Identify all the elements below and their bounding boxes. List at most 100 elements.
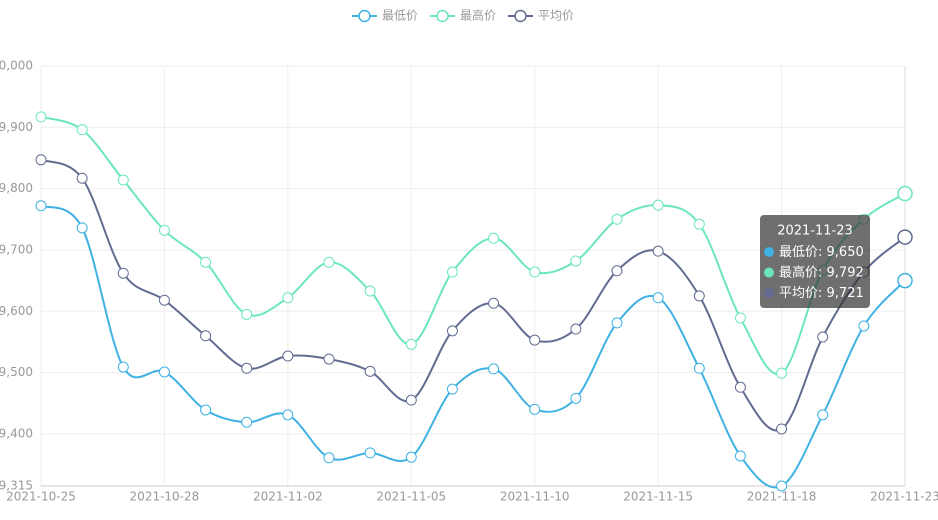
y-tick-label: 9,800 [0, 181, 33, 195]
tooltip-text: 最高价 [779, 264, 818, 280]
y-tick-label: 9,315 [0, 479, 33, 493]
data-point [611, 317, 623, 329]
y-tick-label: 9,400 [0, 426, 33, 440]
data-point [570, 323, 582, 335]
series-line [40, 158, 906, 432]
tooltip: 2021-11-23 最低价: 9,650 最高价: 9,792 平均价: 9,721 [760, 215, 870, 308]
data-point [611, 265, 623, 277]
data-point [611, 213, 623, 225]
tooltip-row: 平均价: 9,721 [779, 286, 864, 301]
data-point [446, 266, 458, 278]
tooltip-dot [764, 267, 774, 278]
data-point [117, 267, 129, 279]
legend-label: 最高价 [460, 8, 496, 23]
data-point [570, 392, 582, 404]
data-point [158, 224, 170, 236]
y-tick-label: 9,900 [0, 120, 33, 134]
tooltip-text: 平均价 [779, 286, 818, 301]
data-point [652, 199, 664, 211]
data-point [488, 232, 500, 244]
tooltip-box [760, 215, 870, 308]
legend-label: 最低价 [382, 9, 418, 23]
data-point [35, 111, 47, 123]
data-point [117, 174, 129, 186]
y-tick-label: 10,000 [0, 59, 33, 73]
data-point [817, 331, 829, 343]
x-tick-label: 2021-10-25 [6, 490, 76, 504]
data-point [776, 367, 788, 379]
data-point [693, 362, 705, 374]
data-point [200, 330, 212, 342]
data-point [405, 394, 417, 406]
data-point [364, 447, 376, 459]
data-point [364, 285, 376, 297]
tooltip-text: : [818, 265, 827, 280]
data-point [488, 363, 500, 375]
data-point [652, 245, 664, 257]
data-point [734, 450, 746, 462]
x-tick-label: 2021-11-15 [623, 490, 693, 504]
tooltip-title: 2021-11-23 [777, 224, 853, 239]
data-point [76, 172, 88, 184]
y-tick-label: 9,700 [0, 242, 33, 256]
data-point [693, 290, 705, 302]
data-point [858, 320, 870, 332]
x-tick-label: 2021-11-23 [870, 490, 938, 504]
x-tick-label: 2021-11-10 [500, 490, 570, 504]
legend-icon [514, 9, 527, 23]
tooltip-text: 9,721 [827, 286, 864, 301]
tooltip-text: 最低价 [779, 245, 818, 260]
tooltip-text: : [818, 245, 827, 260]
data-point [897, 229, 913, 245]
legend-icon [358, 9, 371, 23]
data-point [570, 255, 582, 267]
data-point [364, 365, 376, 377]
series-line [40, 115, 906, 376]
tooltip-text: : [818, 286, 827, 301]
data-point [693, 218, 705, 230]
data-point [282, 409, 294, 421]
data-point [241, 308, 253, 320]
data-point [35, 154, 47, 166]
tooltip-row: 最高价: 9,792 [779, 264, 864, 280]
data-point [35, 200, 47, 212]
data-point [323, 353, 335, 365]
data-point [734, 381, 746, 393]
series-line [40, 204, 906, 489]
data-point [323, 256, 335, 268]
data-point [76, 124, 88, 136]
data-point [200, 404, 212, 416]
data-point [776, 480, 788, 492]
x-tick-label: 2021-11-18 [747, 490, 817, 504]
data-point [200, 256, 212, 268]
data-point [323, 452, 335, 464]
data-point [158, 294, 170, 306]
data-point [529, 403, 541, 415]
data-point [817, 409, 829, 421]
tooltip-row: 最低价: 9,650 [779, 245, 864, 260]
data-point [446, 325, 458, 337]
data-point [405, 451, 417, 463]
data-point [405, 338, 417, 350]
data-point [897, 185, 913, 202]
data-point [652, 292, 664, 304]
data-point [76, 222, 88, 234]
data-point [117, 361, 129, 373]
data-point [282, 292, 294, 304]
x-tick-label: 2021-11-02 [253, 490, 323, 504]
data-point [776, 423, 788, 435]
data-point [734, 312, 746, 324]
legend-icon [436, 9, 449, 23]
data-point [158, 366, 170, 378]
data-point [282, 350, 294, 362]
tooltip-text: 9,792 [827, 265, 864, 280]
data-point [446, 383, 458, 395]
x-tick-label: 2021-10-28 [130, 490, 200, 504]
data-point [897, 272, 913, 289]
data-point [241, 362, 253, 374]
tooltip-dot [764, 247, 774, 257]
tooltip-dot [764, 288, 774, 298]
legend-label: 平均价 [538, 9, 574, 23]
y-tick-label: 9,500 [0, 365, 33, 379]
data-point [529, 266, 541, 278]
